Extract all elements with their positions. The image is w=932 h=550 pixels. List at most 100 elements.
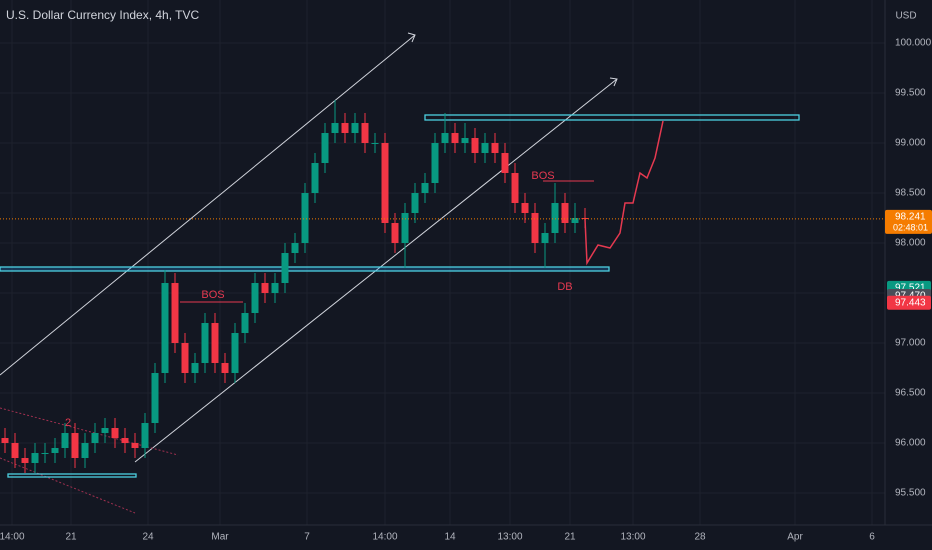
candle-body xyxy=(121,438,129,443)
candle-body xyxy=(421,183,429,193)
y-tick-label: 100.000 xyxy=(895,38,932,49)
x-tick-label: 7 xyxy=(304,532,310,543)
candle-body xyxy=(511,173,519,203)
candle-body xyxy=(321,133,329,163)
candle-body xyxy=(181,343,189,373)
candle-body xyxy=(351,123,359,133)
x-tick-label: Mar xyxy=(211,532,229,543)
candle-body xyxy=(391,223,399,243)
candle-body xyxy=(341,123,349,133)
price-marker xyxy=(887,295,931,310)
price-marker-label: 97.521 xyxy=(895,283,926,294)
candle-body xyxy=(401,213,409,243)
last-price-tag xyxy=(885,209,932,234)
candle-body xyxy=(151,373,159,423)
arrow-head xyxy=(609,77,618,87)
candle-body xyxy=(241,313,249,333)
price-axis xyxy=(885,0,932,550)
candle-body xyxy=(201,323,209,363)
candle-body xyxy=(471,138,479,153)
candle-body xyxy=(381,143,389,223)
drawings xyxy=(0,32,800,514)
y-tick-label: 96.000 xyxy=(895,438,926,449)
dotted-line xyxy=(0,457,136,514)
candle-body xyxy=(371,143,379,144)
candle-body xyxy=(411,193,419,213)
x-tick-label: 24 xyxy=(142,532,154,543)
candle-body xyxy=(331,123,339,133)
candle-body xyxy=(491,143,499,153)
candle-body xyxy=(171,283,179,343)
candle-body xyxy=(311,163,319,193)
candle-body xyxy=(221,363,229,373)
resistance-zone xyxy=(424,114,800,121)
candle-body xyxy=(261,283,269,293)
arrow-head xyxy=(407,32,416,43)
x-tick-label: 13:00 xyxy=(497,532,522,543)
x-tick-label: 21 xyxy=(564,532,576,543)
candle-body xyxy=(291,243,299,253)
y-tick-label: 95.500 xyxy=(895,488,926,499)
annotation: BOS xyxy=(531,170,554,182)
candles xyxy=(1,100,589,473)
candle-body xyxy=(71,433,79,458)
support-zone xyxy=(0,266,610,272)
candle-body xyxy=(31,453,39,463)
candle-body xyxy=(301,193,309,243)
candle-body xyxy=(251,283,259,313)
candle-body xyxy=(531,213,539,243)
candle-body xyxy=(161,283,169,373)
candle-body xyxy=(141,423,149,448)
candle-body xyxy=(361,123,369,143)
candle-body xyxy=(131,443,139,448)
candle-body xyxy=(551,203,559,233)
candle-body xyxy=(81,443,89,458)
candle-body xyxy=(11,443,19,458)
last-price-label: 98.241 xyxy=(895,212,926,223)
candle-body xyxy=(541,233,549,243)
candle-body xyxy=(61,433,69,448)
y-tick-label: 99.500 xyxy=(895,88,926,99)
x-tick-label: 6 xyxy=(869,532,875,543)
y-tick-label: 98.500 xyxy=(895,188,926,199)
y-tick-label: 98.000 xyxy=(895,238,926,249)
x-tick-label: Apr xyxy=(787,532,803,543)
dotted-line xyxy=(0,407,179,456)
candle-body xyxy=(191,363,199,373)
x-tick-label: 14:00 xyxy=(372,532,397,543)
candle-body xyxy=(111,428,119,438)
candle-body xyxy=(481,143,489,153)
low-zone xyxy=(7,473,137,478)
x-tick-label: 21 xyxy=(65,532,77,543)
y-tick-label: 96.500 xyxy=(895,388,926,399)
currency: USD xyxy=(895,11,916,22)
chart-title: U.S. Dollar Currency Index, 4h, TVC xyxy=(6,8,200,22)
candle-body xyxy=(281,253,289,283)
candle-body xyxy=(271,283,279,293)
candle-body xyxy=(441,133,449,143)
x-tick-label: 14:00 xyxy=(0,532,25,543)
candle-body xyxy=(431,143,439,183)
candle-body xyxy=(91,433,99,443)
annotation: 2 xyxy=(65,417,71,429)
candle-body xyxy=(211,323,219,363)
candle-body xyxy=(41,453,49,454)
annotation: DB xyxy=(557,281,572,293)
x-tick-label: 14 xyxy=(444,532,456,543)
candle-body xyxy=(101,428,109,433)
price-marker-label: 97.443 xyxy=(895,297,926,308)
y-tick-label: 99.000 xyxy=(895,138,926,149)
candle-body xyxy=(561,203,569,223)
candle-body xyxy=(461,138,469,143)
y-tick-label: 97.000 xyxy=(895,338,926,349)
candle-body xyxy=(501,153,509,173)
projection-line xyxy=(584,120,664,266)
x-tick-label: 28 xyxy=(694,532,706,543)
grid xyxy=(0,0,885,525)
candle-body xyxy=(51,448,59,453)
countdown: 02:48:01 xyxy=(893,222,928,232)
channel-line xyxy=(0,34,416,376)
candle-body xyxy=(21,458,29,463)
candle-body xyxy=(1,438,9,443)
